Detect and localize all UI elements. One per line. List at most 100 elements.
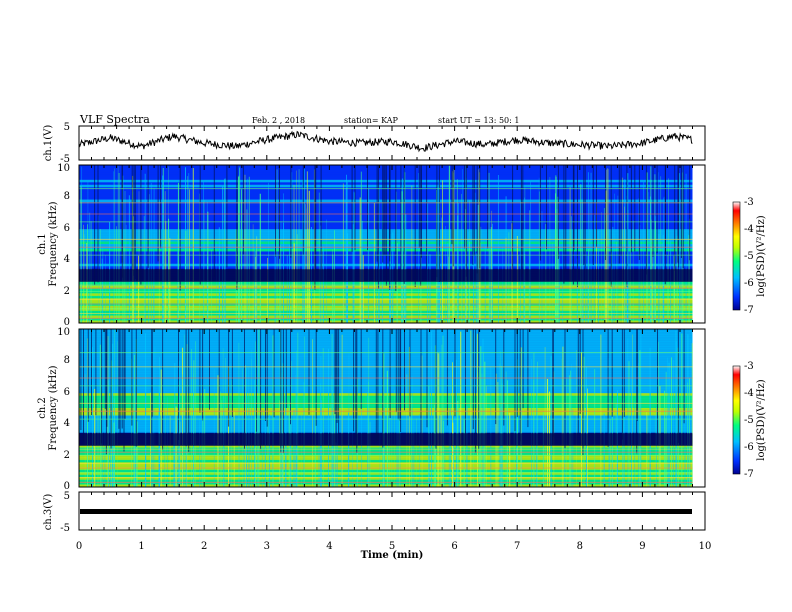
spec2-band xyxy=(79,385,693,389)
ch1-wave-ylabel: ch.1(V) xyxy=(43,125,54,162)
date-label: Feb. 2 , 2018 xyxy=(252,116,305,125)
ch1-spec-ylabel-frequency: Frequency (kHz) xyxy=(48,201,59,286)
spec2-band xyxy=(79,484,693,488)
spec1-band xyxy=(79,202,693,205)
spec1-band xyxy=(79,209,693,213)
spec2-dark-band xyxy=(79,433,693,446)
spec1-band xyxy=(79,258,693,262)
spec1-band xyxy=(79,229,693,232)
x-tick-label: 10 xyxy=(699,541,712,552)
spec1-dark-band xyxy=(79,269,693,282)
ch3-wave-ylabel: ch.3(V) xyxy=(43,494,54,531)
spec2-band xyxy=(79,346,693,350)
ch2-spec-ytick-6: 6 xyxy=(64,387,70,398)
colorbar-ch2-tick-m5: -5 xyxy=(744,415,754,426)
colorbar-ch1-tick-m6: -6 xyxy=(744,278,754,289)
x-tick-label: 6 xyxy=(451,541,457,552)
ch1-spectrogram-panel: 0 2 4 6 8 10 ch.1 Frequency (kHz) xyxy=(37,163,706,328)
spec1-band xyxy=(79,293,693,297)
spec2-band xyxy=(79,405,693,409)
spec2-band xyxy=(79,368,693,372)
spec2-band xyxy=(79,378,693,382)
spec1-band xyxy=(79,224,693,228)
colorbar-ch1-tick-m7: -7 xyxy=(744,305,754,316)
ch2-spec-ytick-2: 2 xyxy=(64,450,70,461)
ch1-spectrogram-image xyxy=(78,165,693,324)
spec2-band xyxy=(79,479,693,483)
spec2-band xyxy=(79,467,693,471)
ch2-spectrogram-image xyxy=(79,329,693,488)
ch1-wave-ytick-bottom: -5 xyxy=(60,154,70,165)
spec1-band xyxy=(79,288,693,292)
spec2-band xyxy=(79,398,693,401)
x-axis-label: Time (min) xyxy=(361,550,424,561)
spec1-band xyxy=(79,261,693,265)
spec2-band xyxy=(79,358,693,362)
spec1-band xyxy=(79,310,693,314)
spec1-band xyxy=(79,177,693,181)
spec1-band xyxy=(79,315,693,319)
spec1-band xyxy=(79,251,693,255)
ch1-wave-ytick-top: 5 xyxy=(64,122,70,133)
spec2-band xyxy=(79,336,693,340)
spec2-band xyxy=(79,412,693,416)
ch3-waveform-panel: 5 -5 ch.3(V) xyxy=(43,491,706,534)
spec2-band xyxy=(79,353,693,357)
spec1-band xyxy=(79,197,693,200)
spec2-band xyxy=(79,375,693,379)
spec2-band xyxy=(79,425,693,429)
spec1-band xyxy=(79,234,693,237)
spec2-band xyxy=(79,388,693,392)
ch1-spec-ytick-2: 2 xyxy=(64,286,70,297)
spec2-band xyxy=(79,454,693,458)
ch2-spec-ytick-10: 10 xyxy=(57,327,70,338)
spec1-band xyxy=(79,300,693,304)
spec1-band xyxy=(79,290,693,294)
spec1-band xyxy=(79,295,693,299)
spec1-band xyxy=(79,165,693,168)
colorbar-ch1: -3 -4 -5 -6 -7 log(PSD)(V²/Hz) xyxy=(732,197,767,316)
spec1-band xyxy=(79,169,693,173)
spec2-band xyxy=(79,415,693,419)
spec2-band xyxy=(79,383,693,387)
spec1-band xyxy=(79,182,693,186)
spec2-band xyxy=(79,341,693,345)
spec2-band xyxy=(79,356,693,359)
spec2-band xyxy=(79,380,693,384)
spec2-band xyxy=(79,445,693,448)
spec1-band xyxy=(79,248,693,252)
colorbar-ch1-gradient xyxy=(732,201,741,311)
spec1-band xyxy=(79,308,693,311)
spec1-band xyxy=(79,236,693,240)
station-label: station= KAP xyxy=(344,116,399,125)
colorbar-ch2-tick-m4: -4 xyxy=(744,388,754,399)
spec1-band xyxy=(79,303,693,307)
spec2-band xyxy=(79,452,693,456)
spec2-band xyxy=(79,408,693,411)
colorbar-ch2-label: log(PSD)(V²/Hz) xyxy=(756,379,767,461)
ch2-spec-ytick-0: 0 xyxy=(64,481,70,492)
x-tick-label: 3 xyxy=(264,541,270,552)
colorbar-ch1-label: log(PSD)(V²/Hz) xyxy=(756,215,767,297)
spec2-band xyxy=(79,400,693,404)
spec1-band xyxy=(79,167,693,171)
spec1-band xyxy=(79,239,693,242)
spec2-band xyxy=(79,361,693,364)
spec2-band xyxy=(79,393,693,396)
spec2-band xyxy=(79,333,693,337)
x-tick-label: 7 xyxy=(514,541,520,552)
ch1-spec-ytick-6: 6 xyxy=(64,223,70,234)
ch2-spec-ylabel-channel: ch.2 xyxy=(37,397,48,419)
spec1-band xyxy=(79,320,693,324)
spec1-band xyxy=(79,189,693,193)
spec1-band xyxy=(79,179,693,183)
colorbar-ch1-tick-m5: -5 xyxy=(744,251,754,262)
ch3-wave-ytick-bottom: -5 xyxy=(60,523,70,534)
spec2-band xyxy=(79,469,693,473)
spec2-band xyxy=(79,329,693,332)
spec2-band xyxy=(79,331,693,335)
spec2-band xyxy=(79,370,693,374)
x-tick-label: 0 xyxy=(76,541,82,552)
spec1-band xyxy=(79,281,693,284)
colorbar-ch2-tick-m7: -7 xyxy=(744,469,754,480)
